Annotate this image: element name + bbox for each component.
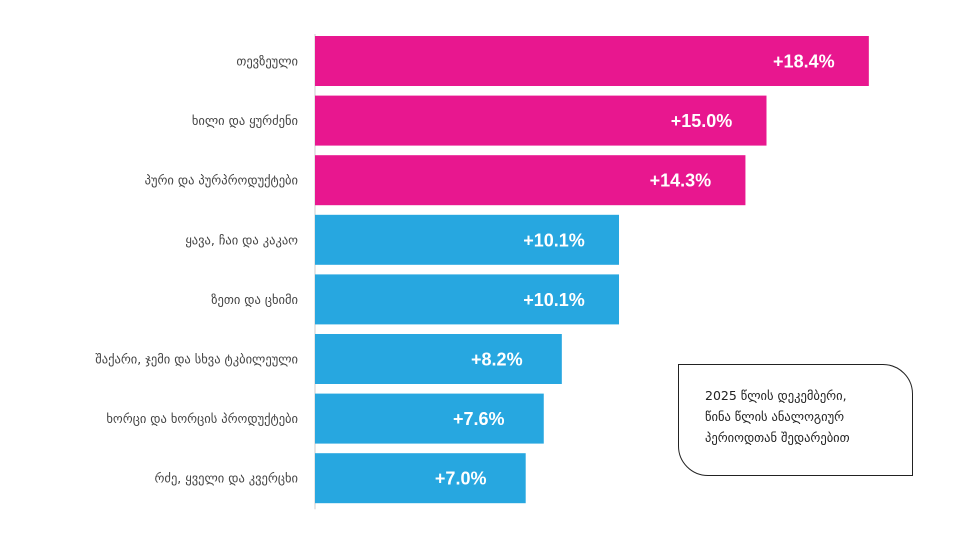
note-box: 2025 წლის დეკემბერი, წინა წლის ანალოგიურ…: [678, 364, 913, 476]
value-label: +7.0%: [435, 469, 487, 489]
note-line: პერიოდთან შედარებით: [705, 430, 850, 445]
value-label: +7.6%: [453, 409, 505, 429]
category-label: რძე, ყველი და კვერცხი: [154, 471, 298, 486]
value-label: +10.1%: [523, 230, 585, 250]
bar: [315, 334, 562, 384]
bar: [315, 95, 767, 146]
bar: [315, 36, 869, 86]
category-label: პური და პურპროდუქტები: [145, 173, 298, 188]
value-label: +10.1%: [523, 290, 585, 310]
value-label: +14.3%: [650, 171, 712, 191]
value-label: +8.2%: [471, 350, 523, 370]
value-label: +18.4%: [773, 52, 835, 72]
category-label: ზეთი და ცხიმი: [211, 292, 298, 307]
category-label: თევზეული: [236, 54, 298, 69]
bar: [315, 274, 620, 325]
category-label: ყავა, ჩაი და კაკაო: [185, 232, 298, 247]
note-line: წინა წლის ანალოგიურ: [705, 409, 845, 424]
category-label: შაქარი, ჯემი და სხვა ტკბილეული: [95, 352, 298, 367]
bar: [315, 393, 544, 444]
bar: [315, 155, 746, 206]
bar: [315, 453, 526, 504]
bar: [315, 214, 620, 265]
note-line: 2025 წლის დეკემბერი,: [705, 388, 847, 403]
category-label: ხორცი და ხორცის პროდუქტები: [106, 411, 298, 426]
value-label: +15.0%: [671, 111, 733, 131]
category-label: ხილი და ყურძენი: [192, 113, 298, 128]
